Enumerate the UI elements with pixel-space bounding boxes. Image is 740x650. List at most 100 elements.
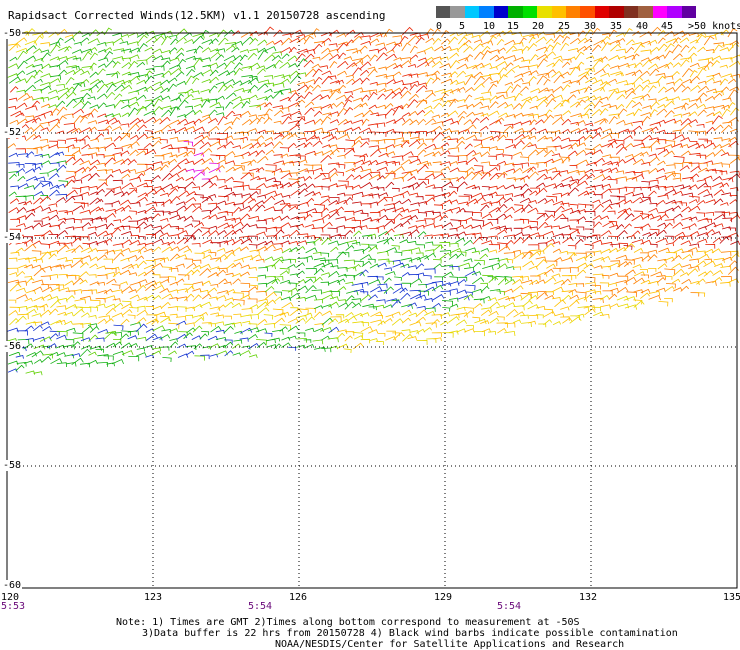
wind-barb bbox=[24, 256, 38, 263]
wind-barb bbox=[543, 230, 555, 236]
wind-barb bbox=[281, 37, 293, 46]
wind-barb bbox=[631, 53, 640, 61]
wind-barb bbox=[392, 259, 401, 264]
wind-barb bbox=[632, 192, 645, 198]
note-line-1: Note: 1) Times are GMT 2)Times along bot… bbox=[116, 617, 580, 628]
wind-barb bbox=[711, 170, 723, 176]
wind-barb bbox=[296, 81, 306, 86]
wind-barb bbox=[90, 191, 99, 196]
lon-label-135: 135 bbox=[723, 592, 740, 603]
wind-barb bbox=[449, 48, 459, 53]
wind-barb bbox=[593, 194, 603, 199]
wind-barb bbox=[504, 278, 516, 285]
wind-barb bbox=[233, 131, 245, 137]
wind-barb bbox=[513, 227, 523, 232]
wind-barb bbox=[223, 29, 235, 37]
wind-barb bbox=[193, 45, 204, 54]
wind-barb bbox=[178, 274, 190, 281]
wind-barb bbox=[593, 311, 604, 317]
wind-barb bbox=[495, 225, 508, 231]
wind-barb bbox=[650, 271, 663, 277]
wind-barb bbox=[303, 49, 316, 55]
wind-barb bbox=[367, 233, 377, 238]
wind-barb bbox=[113, 37, 124, 44]
wind-barb bbox=[201, 322, 212, 327]
wind-barb bbox=[410, 136, 420, 142]
wind-barb bbox=[95, 188, 105, 195]
wind-barb bbox=[655, 175, 668, 181]
wind-barb bbox=[408, 93, 419, 101]
wind-barb bbox=[105, 104, 116, 109]
wind-barb bbox=[153, 72, 165, 78]
wind-barb bbox=[456, 140, 465, 148]
wind-barb bbox=[424, 252, 437, 260]
wind-barb bbox=[705, 57, 714, 61]
wind-barb bbox=[642, 105, 653, 110]
wind-barb bbox=[681, 216, 693, 222]
wind-barb bbox=[321, 317, 334, 326]
wind-barb bbox=[71, 357, 84, 366]
wind-barb bbox=[536, 147, 548, 153]
wind-barb bbox=[33, 268, 46, 277]
wind-barb bbox=[615, 143, 625, 149]
wind-barb bbox=[79, 261, 89, 268]
wind-barb bbox=[296, 240, 308, 245]
wind-barb bbox=[601, 142, 614, 148]
wind-barb bbox=[137, 305, 146, 310]
wind-barb bbox=[360, 168, 372, 174]
wind-barb bbox=[81, 112, 94, 118]
wind-barb bbox=[593, 157, 605, 165]
wind-barb bbox=[327, 127, 339, 133]
legend-label: 30 bbox=[584, 21, 597, 32]
wind-barb bbox=[145, 54, 156, 61]
wind-barb bbox=[192, 186, 201, 191]
wind-barb bbox=[177, 118, 189, 125]
wind-barb bbox=[152, 238, 164, 245]
wind-barb bbox=[287, 263, 296, 269]
wind-barb bbox=[711, 248, 721, 254]
wind-barb bbox=[536, 305, 546, 310]
wind-barb bbox=[639, 269, 648, 273]
wind-barb bbox=[616, 80, 629, 86]
wind-barb bbox=[329, 119, 340, 124]
wind-barb bbox=[257, 113, 270, 119]
wind-barb bbox=[463, 294, 474, 301]
wind-barb bbox=[552, 129, 561, 134]
wind-barb bbox=[296, 270, 305, 276]
wind-barb bbox=[664, 298, 673, 303]
wind-barb bbox=[335, 94, 347, 101]
wind-barb bbox=[351, 35, 363, 44]
wind-barb bbox=[496, 94, 505, 99]
wind-barb bbox=[679, 165, 690, 172]
wind-barb bbox=[425, 77, 435, 86]
wind-barb bbox=[240, 131, 249, 136]
wind-barb bbox=[615, 48, 626, 54]
wind-barb bbox=[304, 278, 313, 284]
wind-barb bbox=[215, 314, 224, 319]
wind-barb bbox=[522, 300, 533, 308]
wind-barb bbox=[120, 342, 132, 349]
wind-barb bbox=[631, 84, 644, 93]
wind-barb bbox=[664, 62, 674, 69]
wind-barb bbox=[432, 294, 445, 301]
wind-barb bbox=[71, 353, 81, 358]
wind-barb bbox=[152, 55, 164, 61]
wind-barb bbox=[26, 69, 38, 76]
wind-barb bbox=[353, 103, 364, 110]
wind-barb bbox=[335, 171, 344, 177]
wind-barb bbox=[417, 82, 428, 87]
wind-barb bbox=[66, 327, 76, 333]
wind-barb bbox=[169, 338, 178, 342]
wind-barb bbox=[632, 120, 644, 126]
wind-barb bbox=[538, 221, 549, 230]
wind-barb bbox=[56, 106, 68, 116]
wind-barb bbox=[497, 316, 505, 321]
wind-barb bbox=[441, 142, 450, 148]
wind-barb bbox=[560, 316, 570, 321]
wind-barb bbox=[111, 332, 123, 337]
wind-barb bbox=[177, 58, 187, 67]
wind-barb bbox=[529, 220, 539, 226]
wind-barb bbox=[423, 223, 436, 229]
wind-barb bbox=[713, 198, 724, 206]
wind-barb bbox=[408, 110, 418, 117]
